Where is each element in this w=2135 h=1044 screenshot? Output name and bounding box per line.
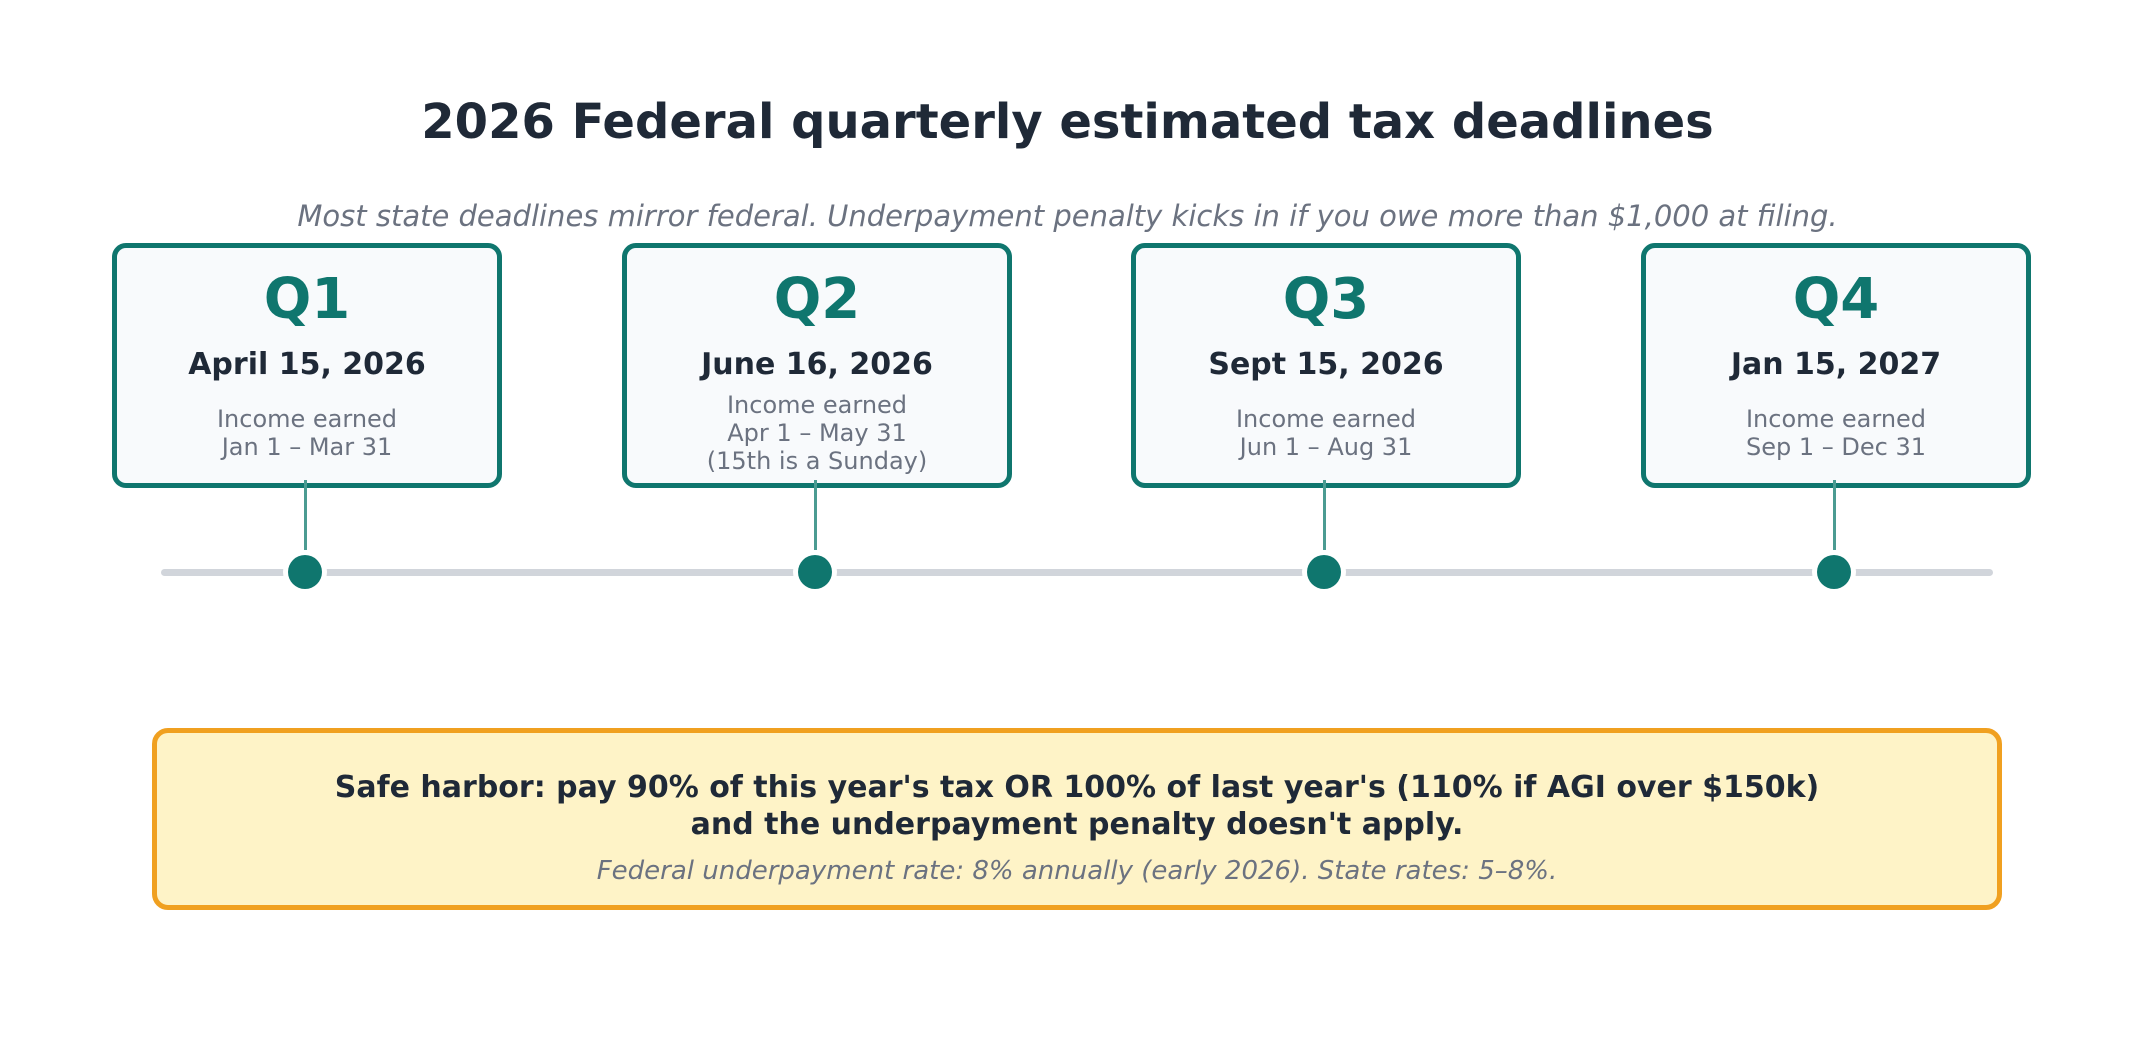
safe-harbor-text: Safe harbor: pay 90% of this year's tax …	[334, 770, 1820, 842]
deadline-date: June 16, 2026	[701, 347, 933, 382]
page-subtitle: Most state deadlines mirror federal. Und…	[297, 199, 1838, 233]
timeline-axis	[161, 569, 1993, 576]
deadline-date: Sept 15, 2026	[1208, 347, 1444, 382]
timeline-marker-q1	[288, 555, 322, 589]
timeline-marker-q4	[1817, 555, 1851, 589]
underpayment-rate-note: Federal underpayment rate: 8% annually (…	[596, 856, 1558, 886]
deadline-card-q3: Q3 Sept 15, 2026 Income earned Jun 1 – A…	[1131, 243, 1521, 488]
income-period: Income earned Sep 1 – Dec 31	[1745, 405, 1927, 461]
quarter-label: Q3	[1282, 267, 1370, 332]
safe-harbor-callout: Safe harbor: pay 90% of this year's tax …	[152, 728, 2002, 910]
connector-q2	[814, 480, 817, 550]
timeline-marker-q2	[798, 555, 832, 589]
connector-q1	[304, 480, 307, 550]
deadline-date: Jan 15, 2027	[1730, 347, 1942, 382]
page-title: 2026 Federal quarterly estimated tax dea…	[421, 94, 1714, 150]
income-period: Income earned Apr 1 – May 31 (15th is a …	[706, 391, 928, 475]
timeline-marker-q3	[1307, 555, 1341, 589]
deadline-date: April 15, 2026	[188, 347, 426, 382]
connector-q3	[1323, 480, 1326, 550]
connector-q4	[1833, 480, 1836, 550]
quarter-label: Q2	[773, 267, 861, 332]
income-period: Income earned Jun 1 – Aug 31	[1235, 405, 1417, 461]
quarter-label: Q1	[263, 267, 351, 332]
deadline-card-q4: Q4 Jan 15, 2027 Income earned Sep 1 – De…	[1641, 243, 2031, 488]
quarter-label: Q4	[1792, 267, 1880, 332]
deadline-card-q1: Q1 April 15, 2026 Income earned Jan 1 – …	[112, 243, 502, 488]
deadline-card-q2: Q2 June 16, 2026 Income earned Apr 1 – M…	[622, 243, 1012, 488]
income-period: Income earned Jan 1 – Mar 31	[216, 405, 398, 461]
